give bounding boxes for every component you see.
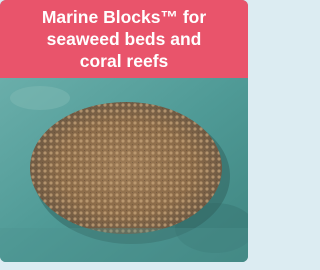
title-line: coral reefs: [0, 50, 248, 72]
title-line: Marine Blocks™ for: [0, 6, 248, 28]
card: Marine Blocks™ for seaweed beds and cora…: [0, 0, 248, 262]
coral-photo: [0, 78, 248, 262]
foreground: [0, 228, 248, 262]
page: Marine Blocks™ for seaweed beds and cora…: [0, 0, 255, 270]
sand-patch: [10, 86, 70, 110]
card-header: Marine Blocks™ for seaweed beds and cora…: [0, 0, 248, 78]
title-line: seaweed beds and: [0, 28, 248, 50]
coral-texture: [30, 102, 222, 234]
